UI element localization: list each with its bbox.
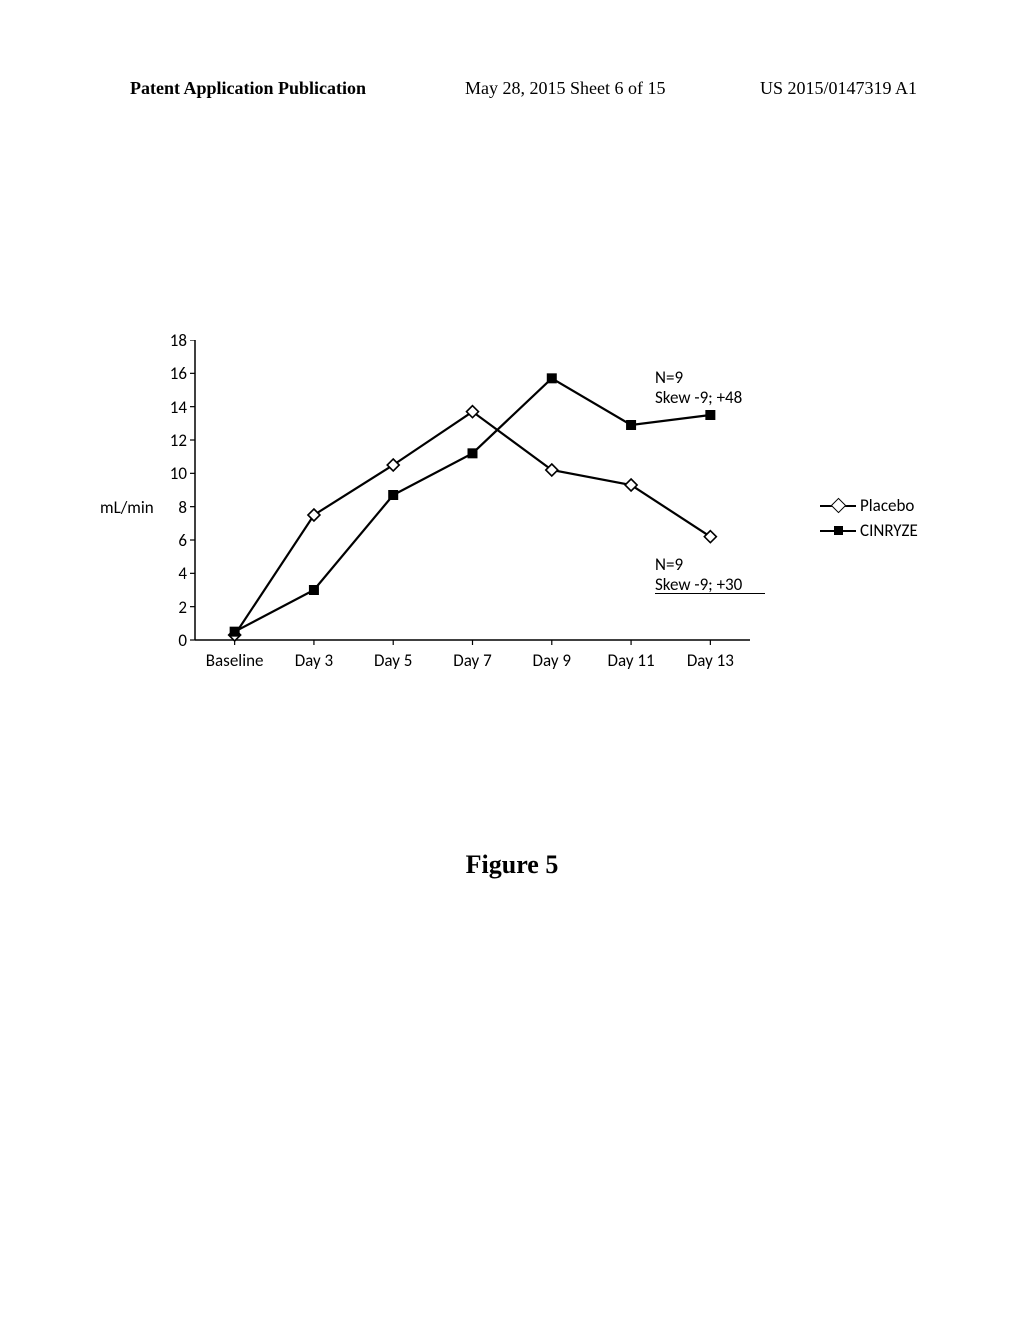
y-axis-unit-label: mL/min [100,497,154,518]
legend-marker [820,524,856,538]
y-tick-label: 12 [157,430,187,451]
legend-item: Placebo [820,495,918,516]
legend: Placebo CINRYZE [820,495,918,545]
y-tick-label: 4 [157,563,187,584]
chart-annotation: N=9 Skew -9; +48 [655,368,742,409]
figure-caption: Figure 5 [0,850,1024,880]
chart: mL/min PlaceboCINRYZE 024681012141618Bas… [100,340,920,720]
x-tick-label: Day 11 [608,650,655,671]
x-tick-label: Day 3 [295,650,333,671]
y-tick-label: 10 [157,463,187,484]
y-tick-label: 6 [157,530,187,551]
y-tick-label: 8 [157,497,187,518]
chart-annotation: N=9 Skew -9; +30 [655,555,742,596]
y-tick-label: 2 [157,597,187,618]
legend-label: Placebo [860,495,914,516]
header-right: US 2015/0147319 A1 [760,78,917,99]
legend-marker [820,499,856,513]
x-tick-label: Day 9 [533,650,571,671]
x-tick-label: Day 5 [374,650,412,671]
header-center: May 28, 2015 Sheet 6 of 15 [465,78,665,99]
y-tick-label: 0 [157,630,187,651]
chart-svg [100,340,920,680]
legend-item: CINRYZE [820,520,918,541]
y-tick-label: 16 [157,363,187,384]
annotation-underline [655,593,765,594]
x-tick-label: Day 13 [687,650,734,671]
x-tick-label: Baseline [206,650,264,671]
header-left: Patent Application Publication [130,78,366,99]
y-tick-label: 14 [157,397,187,418]
legend-label: CINRYZE [860,520,918,541]
x-tick-label: Day 7 [453,650,491,671]
y-tick-label: 18 [157,330,187,351]
